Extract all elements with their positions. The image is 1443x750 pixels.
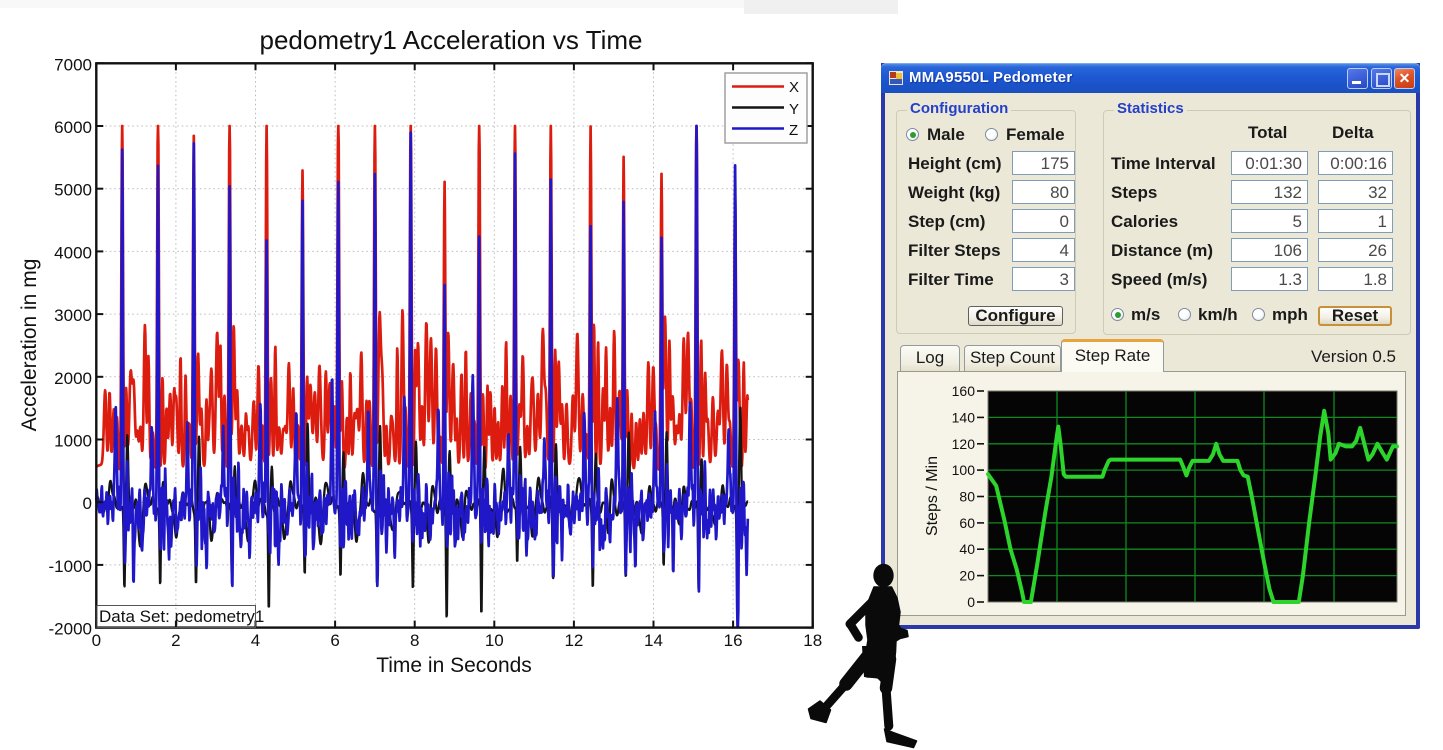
svg-text:Time in Seconds: Time in Seconds: [376, 654, 532, 677]
svg-text:Data Set: pedometry1: Data Set: pedometry1: [99, 607, 264, 626]
svg-text:7000: 7000: [54, 55, 92, 74]
svg-text:120: 120: [952, 436, 976, 452]
svg-text:Acceleration in mg: Acceleration in mg: [18, 259, 41, 432]
svg-text:Z: Z: [789, 122, 798, 139]
svg-text:60: 60: [959, 515, 975, 531]
svg-text:Steps / Min: Steps / Min: [924, 456, 941, 536]
svg-text:14: 14: [644, 631, 663, 650]
svg-text:5000: 5000: [54, 181, 92, 200]
svg-text:2000: 2000: [54, 369, 92, 388]
svg-text:3000: 3000: [54, 306, 92, 325]
svg-text:2: 2: [171, 631, 180, 650]
svg-text:1000: 1000: [54, 432, 92, 451]
svg-text:0: 0: [83, 494, 92, 513]
svg-text:X: X: [789, 79, 799, 96]
svg-text:6000: 6000: [54, 118, 92, 137]
svg-text:40: 40: [959, 541, 975, 557]
svg-text:12: 12: [564, 631, 583, 650]
svg-text:Y: Y: [789, 101, 799, 118]
svg-text:0: 0: [967, 594, 975, 610]
svg-text:100: 100: [952, 462, 976, 478]
svg-text:160: 160: [952, 383, 976, 399]
svg-text:-2000: -2000: [49, 620, 92, 639]
svg-text:16: 16: [724, 631, 743, 650]
svg-text:0: 0: [92, 631, 101, 650]
svg-text:8: 8: [410, 631, 419, 650]
svg-text:pedometry1 Acceleration vs Tim: pedometry1 Acceleration vs Time: [260, 25, 643, 55]
svg-text:4000: 4000: [54, 243, 92, 262]
svg-text:-1000: -1000: [49, 557, 92, 576]
svg-text:6: 6: [330, 631, 339, 650]
svg-text:20: 20: [959, 568, 975, 584]
svg-text:10: 10: [485, 631, 504, 650]
svg-text:4: 4: [251, 631, 260, 650]
svg-text:80: 80: [959, 489, 975, 505]
svg-text:18: 18: [803, 631, 822, 650]
svg-text:140: 140: [952, 409, 976, 425]
